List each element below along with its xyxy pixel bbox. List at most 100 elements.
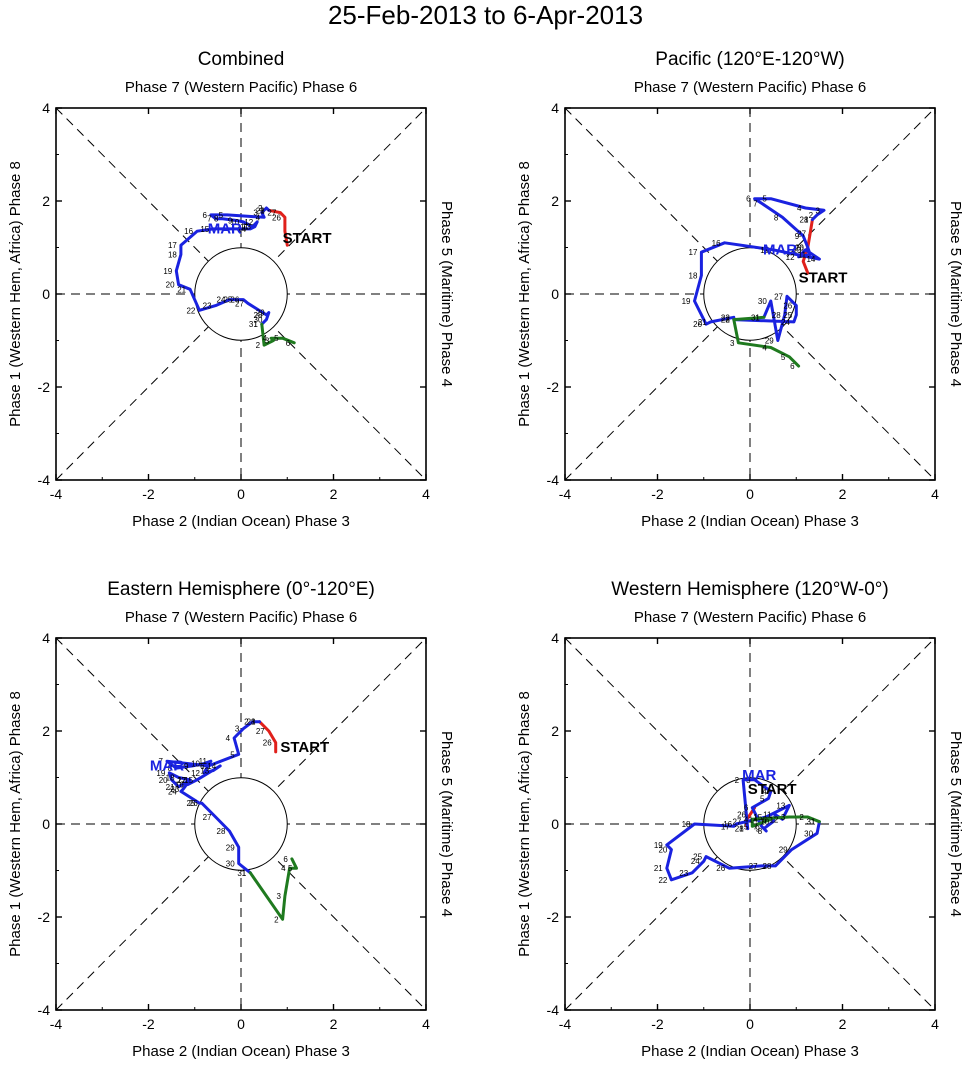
day-label: 2 [799, 813, 804, 822]
day-label: 1 [260, 206, 265, 215]
y-tick-label: -2 [547, 909, 560, 925]
y-tick-label: -2 [547, 379, 560, 395]
axis-label-left: Phase 1 (Western Hem, Africa) Phase 8 [516, 161, 533, 427]
day-label: 1 [242, 869, 247, 878]
day-label: 14 [207, 762, 216, 771]
day-label: 20 [693, 320, 702, 329]
day-label: 29 [226, 843, 235, 852]
day-label: 6 [286, 339, 291, 348]
day-label: 6 [746, 195, 751, 204]
day-label: 31 [806, 818, 815, 827]
day-label: 27 [797, 230, 806, 239]
day-label: 26 [230, 296, 239, 305]
panel-title: Eastern Hemisphere (0°-120°E) [107, 579, 375, 600]
day-label: 27 [256, 727, 265, 736]
y-tick-label: 2 [42, 723, 50, 739]
y-tick-label: -2 [38, 379, 51, 395]
day-label: 30 [254, 316, 263, 325]
day-label: 26 [272, 213, 281, 222]
y-tick-label: -4 [547, 472, 560, 488]
series-apr-line [750, 815, 821, 828]
x-tick-label: 0 [746, 486, 754, 502]
main-title: 25-Feb-2013 to 6-Apr-2013 [327, 0, 644, 30]
day-label: 21 [177, 285, 186, 294]
y-tick-label: -4 [38, 1002, 51, 1018]
day-label: 26 [737, 811, 746, 820]
day-label: 5 [760, 794, 765, 803]
axis-label-right: Phase 5 (Maritime) Phase 4 [947, 201, 964, 387]
day-label: 12 [769, 815, 778, 824]
panel-combined: Combined Phase 7 (Western Pacific) Phase … [0, 40, 486, 553]
chart-western-hemisphere: Western Hemisphere (120°W-0°) Phase 7 (We… [516, 579, 964, 1060]
series-feb-line [258, 720, 278, 754]
day-label: 25 [186, 799, 195, 808]
day-label: 11 [763, 811, 772, 820]
day-label: 14 [237, 225, 246, 234]
panel-title: Combined [198, 49, 285, 70]
day-label: 27 [203, 813, 212, 822]
day-label: 20 [658, 846, 667, 855]
axis-label-right: Phase 5 (Maritime) Phase 4 [947, 731, 964, 917]
day-label: 18 [166, 774, 175, 783]
day-label: 6 [762, 815, 767, 824]
y-tick-label: 4 [42, 630, 50, 646]
day-label: 16 [723, 820, 732, 829]
day-label: 28 [772, 311, 781, 320]
day-label: 8 [774, 213, 779, 222]
day-label: 27 [732, 818, 741, 827]
day-label: 17 [689, 248, 698, 257]
day-label: 4 [762, 343, 767, 352]
day-label: 7 [159, 757, 164, 766]
day-label: 1 [804, 216, 809, 225]
y-tick-label: 2 [551, 723, 559, 739]
day-label: 15 [184, 776, 193, 785]
day-label: 1 [755, 313, 760, 322]
day-label: 27 [749, 862, 758, 871]
day-label: 2 [735, 776, 740, 785]
day-label: 11 [240, 223, 249, 232]
day-label: 15 [200, 225, 209, 234]
panel-title: Western Hemisphere (120°W-0°) [611, 579, 888, 600]
day-label: 29 [256, 309, 265, 318]
day-label: 7 [753, 822, 758, 831]
axis-label-bottom: Phase 2 (Indian Ocean) Phase 3 [132, 1043, 350, 1060]
month-label-mar: MAR [150, 758, 184, 775]
day-label: 16 [712, 239, 721, 248]
day-label: 19 [682, 297, 691, 306]
day-label: 28 [735, 825, 744, 834]
day-label: 8 [758, 827, 763, 836]
day-label: 31 [751, 313, 760, 322]
day-label: 2 [244, 718, 249, 727]
day-label: 30 [804, 829, 813, 838]
x-tick-label: 2 [330, 1016, 338, 1032]
day-label: 4 [263, 334, 268, 343]
day-label: 25 [693, 853, 702, 862]
day-label: 14 [806, 255, 815, 264]
y-tick-label: 0 [42, 816, 50, 832]
day-label: 9 [795, 232, 800, 241]
chart-pacific: Pacific (120°E-120°W) Phase 7 (Western Pa… [516, 49, 964, 530]
day-label: 10 [760, 818, 769, 827]
y-tick-label: 4 [551, 630, 559, 646]
day-label: 31 [237, 869, 246, 878]
axis-label-top: Phase 7 (Western Pacific) Phase 6 [634, 79, 866, 96]
day-label: 11 [199, 757, 208, 766]
day-label: 4 [762, 787, 767, 796]
day-label: 7 [753, 199, 758, 208]
day-label: 3 [746, 776, 751, 785]
day-label: 3 [235, 725, 240, 734]
axis-label-right: Phase 5 (Maritime) Phase 4 [438, 731, 455, 917]
day-label: 28 [247, 718, 256, 727]
month-label-mar: MAR [208, 221, 242, 238]
day-label: 4 [744, 815, 749, 824]
series-mar-line [693, 197, 826, 342]
day-label: 21 [698, 318, 707, 327]
panel-title: Pacific (120°E-120°W) [655, 49, 844, 70]
day-label: 10 [191, 760, 200, 769]
day-label: 19 [163, 267, 172, 276]
day-label: 2 [725, 316, 730, 325]
day-label: 4 [281, 864, 286, 873]
day-label: 24 [217, 296, 226, 305]
series-apr-line [732, 315, 801, 368]
x-tick-label: 4 [422, 1016, 430, 1032]
